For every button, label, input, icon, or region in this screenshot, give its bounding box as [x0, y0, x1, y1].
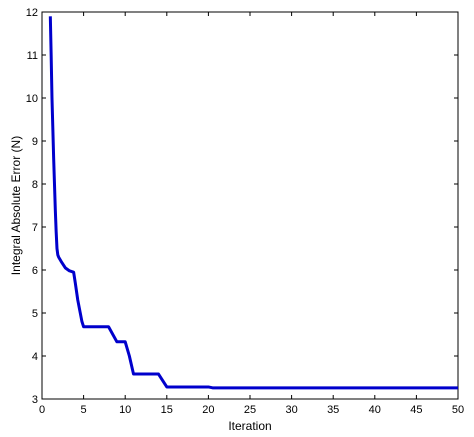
x-tick-label: 40 [369, 404, 381, 416]
series-line-0 [48, 16, 458, 390]
x-tick-label: 30 [285, 404, 297, 416]
x-tick-label: 20 [202, 404, 214, 416]
y-tick-label: 11 [27, 50, 38, 62]
plot-frame [41, 11, 459, 400]
y-tick-label: 5 [32, 308, 38, 320]
axis-labels: Iteration Integral Absolute Error (N) [9, 136, 272, 433]
y-axis-label: Integral Absolute Error (N) [9, 136, 23, 275]
plot-area [48, 16, 458, 390]
y-tick-label: 12 [26, 7, 38, 19]
x-tick-label: 45 [410, 404, 422, 416]
y-tick-label: 9 [32, 136, 38, 148]
x-tick-label: 50 [452, 404, 464, 416]
y-tick-label: 10 [26, 93, 38, 105]
y-tick-label: 8 [32, 179, 38, 191]
x-tick-label: 15 [161, 404, 173, 416]
x-tick-label: 5 [81, 404, 87, 416]
y-tick-label: 4 [32, 351, 38, 363]
x-tick-label: 35 [327, 404, 339, 416]
y-tick-label: 7 [32, 222, 38, 234]
y-tick-label: 6 [32, 265, 38, 277]
x-axis-label: Iteration [228, 419, 271, 433]
x-tick-label: 25 [244, 404, 256, 416]
x-tick-label: 10 [119, 404, 131, 416]
y-tick-label: 3 [32, 394, 38, 406]
x-tick-label: 0 [39, 404, 45, 416]
